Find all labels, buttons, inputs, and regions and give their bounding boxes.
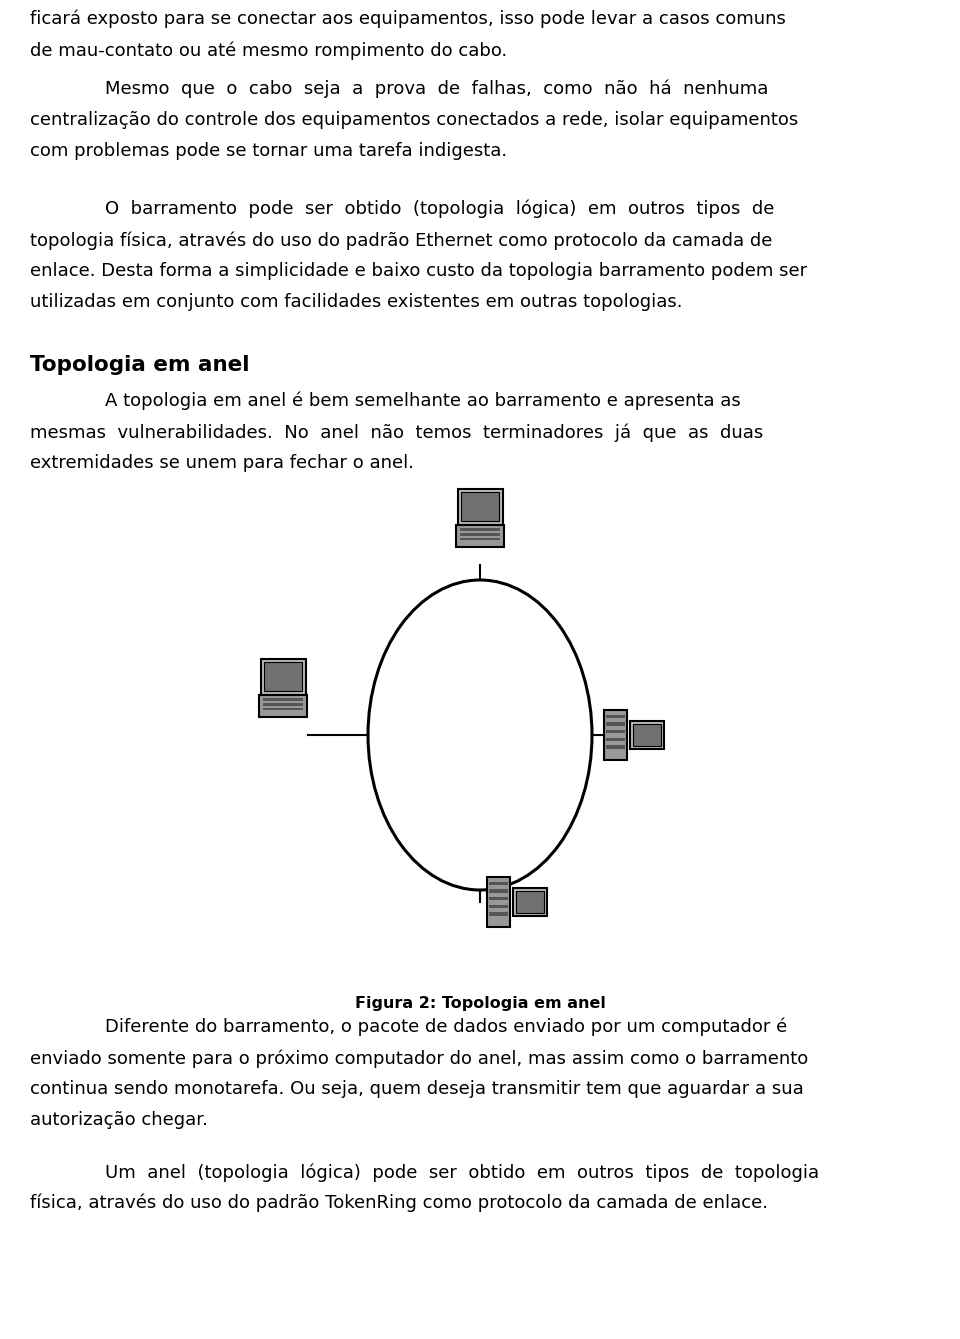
Bar bbox=[460, 528, 500, 530]
Text: A topologia em anel é bem semelhante ao barramento e apresenta as: A topologia em anel é bem semelhante ao … bbox=[105, 392, 741, 411]
Bar bbox=[633, 724, 660, 746]
Text: O  barramento  pode  ser  obtido  (topologia  lógica)  em  outros  tipos  de: O barramento pode ser obtido (topologia … bbox=[105, 200, 775, 218]
Text: enlace. Desta forma a simplicidade e baixo custo da topologia barramento podem s: enlace. Desta forma a simplicidade e bai… bbox=[30, 262, 807, 280]
Text: Um  anel  (topologia  lógica)  pode  ser  obtido  em  outros  tipos  de  topolog: Um anel (topologia lógica) pode ser obti… bbox=[105, 1164, 819, 1181]
Bar bbox=[607, 730, 625, 734]
Bar bbox=[460, 538, 500, 541]
Bar bbox=[263, 708, 302, 711]
Text: com problemas pode se tornar uma tarefa indigesta.: com problemas pode se tornar uma tarefa … bbox=[30, 142, 507, 159]
Bar bbox=[490, 905, 508, 908]
Bar bbox=[607, 738, 625, 740]
Text: Topologia em anel: Topologia em anel bbox=[30, 355, 250, 375]
Bar bbox=[490, 889, 508, 893]
Text: Figura 2: Topologia em anel: Figura 2: Topologia em anel bbox=[354, 996, 606, 1011]
Bar bbox=[604, 710, 627, 761]
Bar bbox=[460, 533, 500, 536]
Text: ficará exposto para se conectar aos equipamentos, isso pode levar a casos comuns: ficará exposto para se conectar aos equi… bbox=[30, 9, 786, 28]
Text: física, através do uso do padrão TokenRing como protocolo da camada de enlace.: física, através do uso do padrão TokenRi… bbox=[30, 1194, 768, 1213]
Text: extremidades se unem para fechar o anel.: extremidades se unem para fechar o anel. bbox=[30, 454, 414, 473]
Bar bbox=[458, 489, 502, 525]
Bar bbox=[264, 661, 301, 691]
Bar bbox=[487, 877, 510, 927]
Text: centralização do controle dos equipamentos conectados a rede, isolar equipamento: centralização do controle dos equipament… bbox=[30, 111, 799, 129]
Text: continua sendo monotarefa. Ou seja, quem deseja transmitir tem que aguardar a su: continua sendo monotarefa. Ou seja, quem… bbox=[30, 1081, 804, 1098]
Bar bbox=[263, 703, 302, 706]
Text: autorização chegar.: autorização chegar. bbox=[30, 1111, 208, 1129]
Bar bbox=[607, 715, 625, 718]
Text: Mesmo  que  o  cabo  seja  a  prova  de  falhas,  como  não  há  nenhuma: Mesmo que o cabo seja a prova de falhas,… bbox=[105, 80, 768, 99]
Bar bbox=[513, 888, 546, 916]
Text: mesmas  vulnerabilidades.  No  anel  não  temos  terminadores  já  que  as  duas: mesmas vulnerabilidades. No anel não tem… bbox=[30, 423, 763, 442]
Bar bbox=[456, 525, 504, 548]
Text: Diferente do barramento, o pacote de dados enviado por um computador é: Diferente do barramento, o pacote de dad… bbox=[105, 1018, 787, 1036]
Text: de mau-contato ou até mesmo rompimento do cabo.: de mau-contato ou até mesmo rompimento d… bbox=[30, 42, 507, 59]
Bar bbox=[630, 722, 663, 749]
Text: topologia física, através do uso do padrão Ethernet como protocolo da camada de: topologia física, através do uso do padr… bbox=[30, 232, 773, 249]
Bar bbox=[607, 744, 625, 749]
Bar bbox=[607, 723, 625, 726]
Bar bbox=[461, 493, 499, 521]
Text: enviado somente para o próximo computador do anel, mas assim como o barramento: enviado somente para o próximo computado… bbox=[30, 1048, 808, 1067]
Bar bbox=[259, 695, 306, 716]
Bar bbox=[490, 882, 508, 885]
Bar bbox=[263, 698, 302, 700]
Bar bbox=[260, 659, 305, 695]
Bar bbox=[490, 912, 508, 916]
Text: utilizadas em conjunto com facilidades existentes em outras topologias.: utilizadas em conjunto com facilidades e… bbox=[30, 293, 683, 311]
Bar bbox=[490, 897, 508, 901]
Bar bbox=[516, 892, 543, 913]
